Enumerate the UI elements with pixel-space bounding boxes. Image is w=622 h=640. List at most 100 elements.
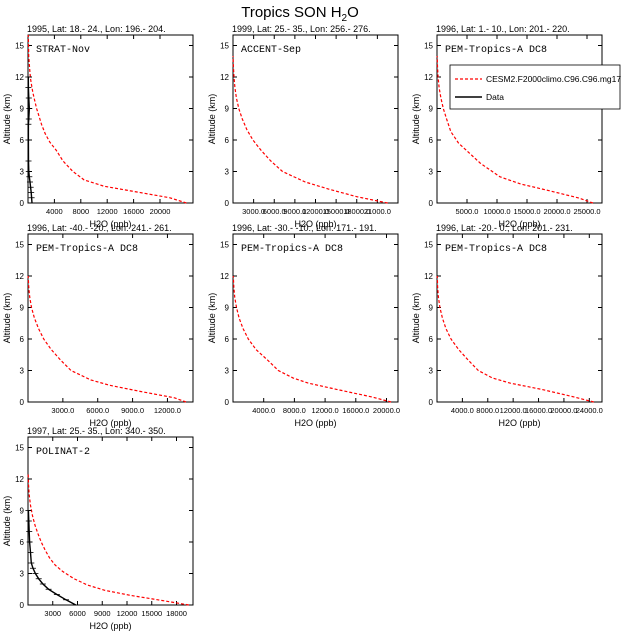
y-tick-label: 3	[225, 168, 230, 177]
y-tick-label: 9	[20, 304, 25, 313]
observation-profile-line	[27, 510, 77, 606]
y-tick-label: 12	[220, 73, 229, 82]
campaign-label: PEM-Tropics-A DC8	[36, 243, 138, 255]
y-tick-label: 15	[15, 241, 24, 250]
x-axis-label: H2O (ppb)	[294, 418, 336, 428]
y-tick-label: 15	[220, 241, 229, 250]
y-axis-label: Altitude (km)	[207, 94, 217, 145]
y-tick-label: 0	[20, 601, 25, 610]
x-tick-label: 4000.0	[252, 406, 275, 415]
panel-6: 1996, Lat: -20.- 0., Lon: 201.- 231. 0 3 6 9…	[411, 223, 603, 428]
y-tick-label: 15	[15, 42, 24, 51]
campaign-label: PEM-Tropics-A DC8	[241, 243, 343, 255]
x-tick-label: 4000.0	[451, 406, 474, 415]
y-tick-label: 15	[15, 444, 24, 453]
x-tick-label: 12000	[117, 609, 138, 618]
x-axis-label: H2O (ppb)	[294, 219, 336, 229]
x-tick-label: 12000.0	[312, 406, 339, 415]
y-tick-label: 12	[424, 272, 433, 281]
x-tick-label: 9000.0	[283, 207, 306, 216]
x-tick-label: 8000.0	[476, 406, 499, 415]
x-tick-label: 8000	[72, 207, 89, 216]
x-tick-label: 16000.0	[342, 406, 369, 415]
y-tick-label: 6	[225, 335, 230, 344]
plot-frame	[27, 233, 194, 403]
x-tick-label: 12000.0	[302, 207, 329, 216]
panel-header: 1997, Lat: 25.- 35., Lon: 340.- 350.	[27, 426, 166, 436]
plot-frame	[27, 436, 194, 606]
campaign-label: PEM-Tropics-A DC8	[445, 44, 547, 56]
y-tick-label: 15	[424, 241, 433, 250]
y-axis-label: Altitude (km)	[411, 293, 421, 344]
legend-box	[449, 64, 621, 110]
plot-frame	[27, 34, 194, 204]
y-tick-label: 0	[429, 199, 434, 208]
panel-header: 1996, Lat: -30.- -10., Lon: 171.- 191.	[232, 223, 377, 233]
y-axis-label: Altitude (km)	[2, 94, 12, 145]
x-tick-label: 6000.0	[263, 207, 286, 216]
x-tick-label: 21000.0	[364, 207, 391, 216]
x-tick-label: 8000.0	[283, 406, 306, 415]
x-axis-label: H2O (ppb)	[498, 418, 540, 428]
panel-header: 1995, Lat: 18.- 24., Lon: 196.- 204.	[27, 24, 166, 34]
x-tick-label: 9000.0	[121, 406, 144, 415]
panel-header: 1996, Lat: 1.- 10., Lon: 201.- 220.	[436, 24, 570, 34]
x-tick-label: 4000	[46, 207, 63, 216]
panel-header: 1999, Lat: 25.- 35., Lon: 256.- 276.	[232, 24, 371, 34]
panel-1: 1995, Lat: 18.- 24., Lon: 196.- 204. 0 3 6 9…	[2, 24, 194, 229]
campaign-label: ACCENT-Sep	[241, 45, 301, 56]
plot-frame	[436, 34, 603, 204]
y-tick-label: 3	[225, 367, 230, 376]
panel-5: 1996, Lat: -30.- -10., Lon: 171.- 191. 0 3…	[207, 223, 400, 428]
panel-header: 1996, Lat: -20.- 0., Lon: 201.- 231.	[436, 223, 573, 233]
y-tick-label: 3	[20, 367, 25, 376]
model-profile-line	[436, 275, 594, 403]
model-profile-line	[27, 34, 187, 204]
title-tail: O	[347, 4, 359, 21]
y-tick-label: 12	[15, 73, 24, 82]
x-tick-label: 9000	[94, 609, 111, 618]
y-tick-label: 6	[429, 136, 434, 145]
x-tick-label: 20000	[150, 207, 171, 216]
y-tick-label: 6	[225, 136, 230, 145]
y-tick-label: 12	[220, 272, 229, 281]
y-tick-label: 3	[429, 168, 434, 177]
x-tick-label: 15000.0	[323, 207, 350, 216]
model-profile-line	[27, 275, 187, 403]
campaign-label: POLINAT-2	[36, 447, 90, 458]
legend-data-label: Data	[486, 92, 504, 102]
x-axis-label: H2O (ppb)	[89, 219, 131, 229]
y-axis-label: Altitude (km)	[2, 496, 12, 547]
model-profile-line	[436, 55, 594, 204]
x-tick-label: 12000	[97, 207, 118, 216]
x-tick-label: 20000.0	[373, 406, 400, 415]
panel-4: 1996, Lat: -40.- -20., Lon: 241.- 261. 0 3…	[2, 223, 194, 428]
y-tick-label: 9	[225, 304, 230, 313]
y-tick-label: 12	[15, 272, 24, 281]
panel-7: 1997, Lat: 25.- 35., Lon: 340.- 350. 0 3 6 9…	[2, 426, 194, 631]
y-tick-label: 15	[424, 42, 433, 51]
model-profile-line	[232, 55, 388, 204]
title-subscript: 2	[342, 13, 348, 24]
x-tick-label: 6000.0	[86, 406, 109, 415]
panels: 1995, Lat: 18.- 24., Lon: 196.- 204. 0 3 6 9…	[2, 24, 621, 631]
model-profile-line	[27, 473, 190, 606]
legend-model-label: CESM2.F2000climo.C96.C96.mg17	[486, 74, 621, 84]
y-tick-label: 6	[20, 136, 25, 145]
x-tick-label: 16000.0	[525, 406, 552, 415]
y-tick-label: 3	[20, 570, 25, 579]
x-tick-label: 18000	[166, 609, 187, 618]
x-tick-label: 20000.0	[543, 207, 570, 216]
y-tick-label: 15	[220, 42, 229, 51]
x-tick-label: 12000.0	[154, 406, 181, 415]
y-tick-label: 0	[225, 199, 230, 208]
y-tick-label: 9	[429, 105, 434, 114]
y-tick-label: 12	[424, 73, 433, 82]
y-axis-label: Altitude (km)	[2, 293, 12, 344]
y-tick-label: 3	[429, 367, 434, 376]
y-tick-label: 9	[429, 304, 434, 313]
plot-frame	[436, 233, 603, 403]
x-tick-label: 3000.0	[242, 207, 265, 216]
x-tick-label: 16000	[123, 207, 144, 216]
